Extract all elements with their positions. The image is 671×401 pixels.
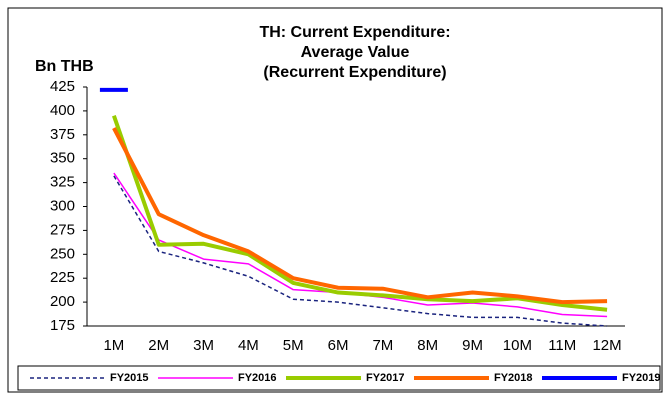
x-tick-label: 2M: [148, 337, 169, 354]
legend-label: FY2018: [494, 372, 533, 384]
legend-label: FY2017: [366, 372, 405, 384]
legend-label: FY2019: [622, 372, 661, 384]
y-tick-label: 200: [50, 293, 75, 310]
y-tick-label: 300: [50, 197, 75, 214]
x-tick-label: 5M: [283, 337, 304, 354]
series-line: [113, 175, 608, 327]
y-tick-label: 225: [50, 269, 75, 286]
y-tick-label: 275: [50, 221, 75, 238]
y-tick-label: 400: [50, 102, 75, 119]
series-line: [112, 127, 608, 305]
x-tick-label: 12M: [592, 337, 621, 354]
y-axis-label: Bn THB: [35, 58, 94, 75]
x-tick-label: 10M: [503, 337, 532, 354]
chart-title: TH: Current Expenditure:: [259, 24, 450, 41]
series-line: [112, 115, 608, 312]
legend-label: FY2016: [238, 372, 277, 384]
x-tick-label: 6M: [328, 337, 349, 354]
legend-box: [17, 365, 661, 391]
chart-frame: [7, 7, 663, 393]
y-tick-label: 425: [50, 78, 75, 95]
y-tick-label: 325: [50, 174, 75, 191]
y-tick-label: 375: [50, 126, 75, 143]
chart-title: Average Value: [301, 44, 410, 61]
x-tick-label: 1M: [103, 337, 124, 354]
chart-title: (Recurrent Expenditure): [263, 64, 446, 81]
x-tick-label: 9M: [462, 337, 483, 354]
legend-label: FY2015: [110, 372, 149, 384]
x-tick-label: 4M: [238, 337, 259, 354]
y-tick-label: 350: [50, 150, 75, 167]
x-tick-label: 8M: [417, 337, 438, 354]
x-tick-label: 3M: [193, 337, 214, 354]
y-tick-label: 250: [50, 245, 75, 262]
x-tick-label: 11M: [548, 337, 576, 354]
x-tick-label: 7M: [372, 337, 393, 354]
y-tick-label: 175: [50, 317, 75, 334]
